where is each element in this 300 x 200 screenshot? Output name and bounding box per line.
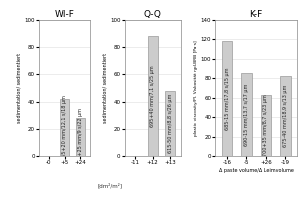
Text: 675-40 mm/18,9 s/13 µm: 675-40 mm/18,9 s/13 µm	[283, 85, 288, 147]
Bar	[261, 95, 271, 156]
X-axis label: Δ paste volume/Δ Leimvolume: Δ paste volume/Δ Leimvolume	[219, 168, 294, 173]
Bar	[148, 36, 158, 156]
Bar	[241, 73, 252, 156]
Title: K-F: K-F	[250, 10, 263, 19]
Text: [dm²/m²]: [dm²/m²]	[98, 182, 122, 188]
Text: 615-50 mm/8,8 s/26 µm: 615-50 mm/8,8 s/26 µm	[168, 94, 173, 153]
Title: Q-Q: Q-Q	[144, 10, 162, 19]
Title: WI-F: WI-F	[55, 10, 74, 19]
Y-axis label: sedimentation/ sedimentiert: sedimentation/ sedimentiert	[16, 53, 22, 123]
Y-axis label: sedimentation/ sedimentiert: sedimentation/ sedimentiert	[102, 53, 107, 123]
Bar	[280, 76, 291, 156]
Bar	[165, 91, 175, 156]
Y-axis label: plastic viscosity/Pl. Viskosität ηpl,BRB [Pa·s]: plastic viscosity/Pl. Viskosität ηpl,BRB…	[194, 40, 198, 136]
Bar	[76, 118, 85, 156]
Text: 695+40 mm/7,1 s/25 µm: 695+40 mm/7,1 s/25 µm	[150, 65, 155, 127]
Text: 700+35 mm/8,7 s/23 µm: 700+35 mm/8,7 s/23 µm	[263, 95, 268, 156]
Text: 655+25 mm/9 s/22 µm: 655+25 mm/9 s/22 µm	[78, 108, 83, 165]
Bar	[222, 41, 232, 156]
Text: 655+20 mm/12,1 s/18 µm: 655+20 mm/12,1 s/18 µm	[62, 95, 67, 160]
Bar	[60, 99, 69, 156]
Text: 690-15 mm/13,7 s/17 µm: 690-15 mm/13,7 s/17 µm	[244, 84, 249, 146]
Text: 685-15 mm/17,8 s/15 µm: 685-15 mm/17,8 s/15 µm	[224, 67, 230, 130]
